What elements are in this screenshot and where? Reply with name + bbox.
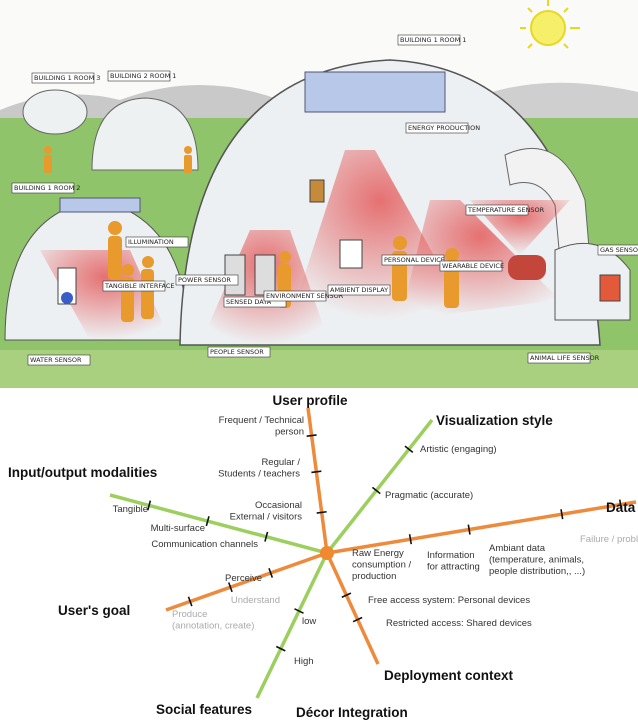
tick-label-line: High — [294, 656, 314, 667]
axis-line — [308, 408, 327, 553]
tick-label-line: low — [302, 616, 316, 627]
illustration-label: PEOPLE SENSOR — [210, 348, 264, 356]
gas-sensor — [600, 275, 620, 301]
tick-label-line: Frequent / Technical — [219, 415, 304, 426]
tick-label-line: Raw Energy — [352, 548, 404, 559]
axis-name: Deployment context — [384, 668, 514, 683]
axis-line — [327, 420, 432, 553]
illustration-label: ILLUMINATION — [128, 238, 174, 246]
tick-label-line: Restricted access: Shared devices — [386, 618, 532, 629]
illustration-label: ANIMAL LIFE SENSOR — [530, 354, 600, 362]
illustration-label: BUILDING 1 ROOM 3 — [34, 74, 100, 82]
tick-label: Raw Energyconsumption /production — [352, 548, 412, 582]
tick-label-line: Regular / — [261, 457, 300, 468]
tick-label: Perceive — [225, 573, 262, 584]
center — [320, 546, 334, 560]
tick-label-line: people distribution,, ...) — [489, 566, 585, 577]
illustration-label: BUILDING 1 ROOM 2 — [14, 184, 80, 192]
axis-name: Décor Integration — [296, 705, 408, 720]
tick-label-line: Produce — [172, 609, 207, 620]
tick-label-line: person — [275, 427, 304, 438]
illustration-label: PERSONAL DEVICE — [384, 256, 445, 264]
illustration-label: AMBIENT DISPLAY — [330, 286, 388, 294]
tick-label: Tangible — [113, 504, 148, 515]
illustration-label: BUILDING 1 ROOM 1 — [400, 36, 466, 44]
tick-label: Informationfor attracting — [427, 550, 480, 573]
tick — [317, 512, 327, 513]
tick — [561, 509, 563, 519]
illustration-label: TEMPERATURE SENSOR — [467, 206, 545, 214]
illustration-label: POWER SENSOR — [178, 276, 231, 284]
tick — [311, 471, 321, 472]
water — [61, 292, 73, 304]
tick-label: High — [294, 656, 314, 667]
tick-label-line: Understand — [231, 595, 280, 606]
tick-label: Understand — [231, 595, 280, 606]
tick-label: Produce(annotation, create) — [172, 609, 254, 632]
illustration-label: BUILDING 2 ROOM 1 — [110, 72, 176, 80]
illustration: BUILDING 1 ROOM 1 BUILDING 1 ROOM 3 BUILDI… — [0, 0, 638, 388]
tick-label: low — [302, 616, 316, 627]
solar-panel — [305, 72, 445, 112]
tick-label-line: Perceive — [225, 573, 262, 584]
tick-label: Multi-surface — [151, 523, 205, 534]
illustration-label: WEARABLE DEVICE — [442, 262, 504, 270]
axis-name: User profile — [272, 393, 348, 408]
axis-name: User's goal — [58, 603, 130, 618]
tick-label: Ambiant data(temperature, animals,people… — [489, 543, 585, 577]
device — [255, 255, 275, 295]
illustration-label: ENERGY PRODUCTION — [408, 124, 480, 132]
tick-label-line: Artistic (engaging) — [420, 444, 497, 455]
tick — [410, 534, 412, 544]
tick-label-line: Pragmatic (accurate) — [385, 490, 473, 501]
illustration-label: TANGIBLE INTERFACE — [104, 282, 174, 290]
tick-label: Failure / problem — [580, 534, 638, 545]
tick-label-line: (temperature, animals, — [489, 555, 584, 566]
axis-name: Visualization style — [436, 413, 553, 428]
dome — [23, 90, 87, 134]
tick — [307, 435, 317, 436]
illustration-label: WATER SENSOR — [30, 356, 82, 364]
ambient-display — [340, 240, 362, 268]
figure: BUILDING 1 ROOM 1 BUILDING 1 ROOM 3 BUILDI… — [0, 0, 638, 722]
tick — [468, 525, 470, 535]
illustration-label: GAS SENSOR — [600, 246, 638, 254]
tick-label: Regular /Students / teachers — [218, 457, 300, 480]
dog — [508, 255, 546, 280]
tick-label-line: (annotation, create) — [172, 621, 254, 632]
tick-label-line: Students / teachers — [218, 469, 300, 480]
tick-label: Pragmatic (accurate) — [385, 490, 473, 501]
tick-label-line: Information — [427, 550, 475, 561]
birdhouse — [310, 180, 324, 202]
tick-label-line: production — [352, 571, 396, 582]
tick-label-line: Free access system: Personal devices — [368, 595, 530, 606]
tick-label-line: Communication channels — [151, 539, 258, 550]
solar-panel — [60, 198, 140, 212]
tick-label: Communication channels — [151, 539, 258, 550]
tick-label-line: for attracting — [427, 562, 480, 573]
tick-label-line: External / visitors — [230, 512, 303, 523]
tick-label-line: Multi-surface — [151, 523, 205, 534]
tick-label-line: Failure / problem — [580, 534, 638, 545]
tick-label-line: consumption / — [352, 560, 412, 571]
tick-label-line: Occasional — [255, 500, 302, 511]
axis-line — [327, 502, 636, 553]
tick-label-line: Ambiant data — [489, 543, 546, 554]
tick-label: Restricted access: Shared devices — [386, 618, 532, 629]
tick-label: Artistic (engaging) — [420, 444, 497, 455]
axis-name: Social features — [156, 702, 252, 717]
tick-label-line: Tangible — [113, 504, 148, 515]
tick-label: Free access system: Personal devices — [368, 595, 530, 606]
axis-name: Input/output modalities — [8, 465, 157, 480]
